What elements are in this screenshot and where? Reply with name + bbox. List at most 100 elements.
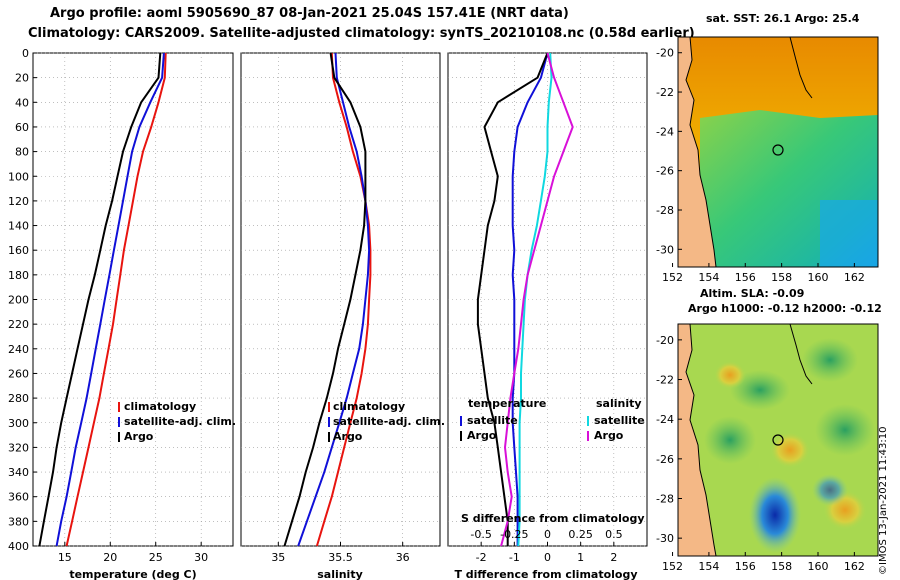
y-tick-label: 60	[15, 121, 29, 134]
series-line-satellite-adj-clim-	[297, 52, 371, 547]
x-tick-label: -2	[476, 551, 487, 564]
legend-climatology-label: climatology	[333, 400, 405, 413]
sla-anomaly	[714, 361, 746, 389]
salinity-panel: 35 35.5 36 salinity climatology satellite-…	[240, 52, 445, 580]
sla-new-caledonia-outline	[789, 324, 813, 385]
series-line-temperature-argo	[476, 52, 549, 546]
y-tick-label: 140	[8, 220, 29, 233]
difference-panel: -2 -1 0 1 2 -0.5 -0.25 0 0.25 0.5 S difference f…	[447, 52, 648, 580]
y-tick-label: 200	[8, 294, 29, 307]
y-tick-label: 320	[8, 441, 29, 454]
y-tick-label: 300	[8, 417, 29, 430]
lon-tick-label: 156	[735, 271, 756, 284]
lat-tick-label: -26	[656, 165, 674, 178]
lat-tick-label: -30	[656, 243, 674, 256]
series-line-salinity-argo	[500, 52, 574, 547]
sst-lon-axis: 152 154 156 158 160 162	[662, 263, 865, 284]
x-tick-label: 36	[396, 551, 410, 564]
s-tick-label: 0.5	[605, 528, 623, 541]
lat-tick-label: -28	[656, 492, 674, 505]
x-tick-label: 35	[271, 551, 285, 564]
sla-coastline	[685, 324, 717, 556]
legend-satellite-label: satellite-adj. clim.	[124, 415, 236, 428]
legend-salinity-title: salinity	[596, 397, 642, 410]
y-tick-label: 280	[8, 392, 29, 405]
title-line-2: Climatology: CARS2009. Satellite-adjuste…	[28, 26, 695, 41]
x-tick-label: 15	[58, 551, 72, 564]
s-tick-label: 0.25	[568, 528, 593, 541]
sst-land-australia	[678, 37, 716, 267]
y-tick-label: 100	[8, 170, 29, 183]
s-tick-label: -0.25	[500, 528, 528, 541]
y-tick-label: 0	[22, 47, 29, 60]
lon-tick-label: 152	[662, 271, 683, 284]
y-tick-label: 160	[8, 244, 29, 257]
series-line-argo	[38, 52, 162, 547]
legend-climatology-label: climatology	[124, 400, 196, 413]
y-tick-label: 400	[8, 540, 29, 553]
x-tick-label: 25	[149, 551, 163, 564]
sst-map-frame	[677, 36, 879, 268]
sst-map: -20 -22 -24 -26 -28 -30 152 154 156 158 160 162	[656, 36, 879, 284]
sst-float-marker	[772, 144, 784, 156]
depth-axis: 0 20 40 60 80 100 120 140 160 180 200 220 240 260 280 3…	[8, 47, 37, 553]
x-tick-label: -1	[509, 551, 520, 564]
title-line-1: Argo profile: aoml 5905690_87 08-Jan-202…	[50, 6, 569, 21]
difference-legend: temperature satellite Argo salinity sate…	[460, 397, 645, 442]
s-tick-label: 0	[544, 528, 551, 541]
sla-anomaly	[802, 338, 858, 382]
legend-s-argo-label: Argo	[594, 429, 624, 442]
y-tick-label: 120	[8, 195, 29, 208]
legend-t-satellite-label: satellite	[467, 414, 518, 427]
y-tick-label: 220	[8, 318, 29, 331]
lat-tick-label: -20	[656, 334, 674, 347]
sla-anomaly	[815, 404, 875, 456]
x-tick-label: 0	[544, 551, 551, 564]
sla-map: -20 -22 -24 -26 -28 -30 152 154 156 158 160 162	[656, 323, 879, 573]
salinity-xlabel: salinity	[317, 568, 363, 580]
temperature-legend: climatology satellite-adj. clim. Argo	[118, 400, 236, 443]
legend-satellite-label: satellite-adj. clim.	[333, 415, 445, 428]
t-difference-x-axis: -2 -1 0 1 2	[476, 542, 617, 564]
lon-tick-label: 156	[735, 560, 756, 573]
sla-anomaly	[704, 416, 756, 464]
legend-t-argo-label: Argo	[467, 429, 497, 442]
lat-tick-label: -22	[656, 86, 674, 99]
y-tick-label: 40	[15, 96, 29, 109]
temperature-panel: 0 20 40 60 80 100 120 140 160 180 200 220 240 260 280 3…	[8, 47, 236, 580]
x-tick-label: 20	[103, 551, 117, 564]
lon-tick-label: 154	[698, 560, 719, 573]
x-tick-label: 1	[577, 551, 584, 564]
salinity-plot-frame	[240, 52, 441, 547]
y-tick-label: 80	[15, 146, 29, 159]
sla-lon-axis: 152 154 156 158 160 162	[662, 552, 865, 573]
sla-anomaly	[770, 432, 810, 468]
series-line-temperature-satellite	[511, 52, 549, 546]
s-difference-label: S difference from climatology	[461, 512, 645, 525]
salinity-lines	[283, 52, 372, 547]
salinity-x-axis: 35 35.5 36	[271, 542, 410, 564]
lat-tick-label: -26	[656, 453, 674, 466]
sla-land-australia	[678, 324, 716, 556]
lon-tick-label: 162	[844, 271, 865, 284]
x-tick-label: 2	[610, 551, 617, 564]
lat-tick-label: -24	[656, 413, 674, 426]
s-difference-axis: -0.5 -0.25 0 0.25 0.5	[470, 528, 622, 541]
lon-tick-label: 162	[844, 560, 865, 573]
sla-lat-axis: -20 -22 -24 -26 -28 -30	[656, 334, 682, 545]
lat-tick-label: -22	[656, 374, 674, 387]
salinity-legend: climatology satellite-adj. clim. Argo	[328, 400, 445, 443]
lon-tick-label: 158	[771, 560, 792, 573]
sla-map-frame	[677, 323, 879, 557]
s-tick-label: -0.5	[470, 528, 491, 541]
lon-tick-label: 158	[771, 271, 792, 284]
sst-new-caledonia-outline	[789, 37, 813, 99]
series-line-satellite-adj-clim-	[55, 52, 165, 547]
y-tick-label: 340	[8, 466, 29, 479]
series-line-argo	[283, 52, 367, 547]
sst-cold-patch	[820, 200, 878, 267]
x-tick-label: 30	[194, 551, 208, 564]
temperature-xlabel: temperature (deg C)	[69, 568, 196, 580]
sla-map-subtitle: Argo h1000: -0.12 h2000: -0.12	[688, 302, 882, 315]
